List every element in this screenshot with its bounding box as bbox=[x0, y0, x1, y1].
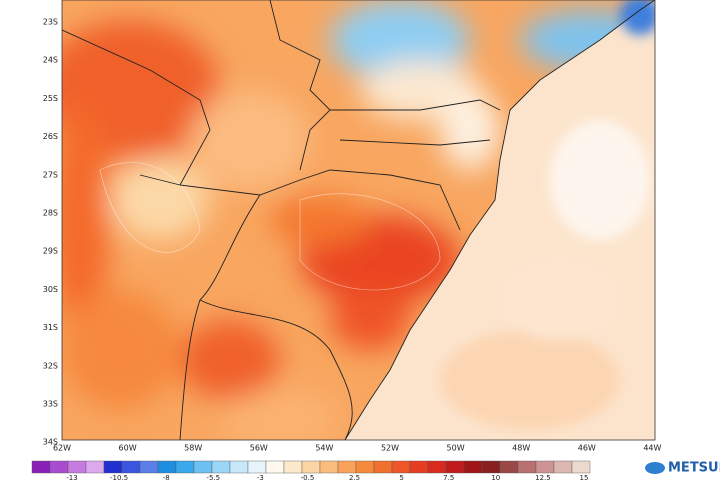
colorbar-swatch bbox=[553, 460, 573, 474]
colorbar-swatch bbox=[31, 460, 51, 474]
lon-label: 44W bbox=[643, 444, 661, 453]
lat-label: 23S bbox=[43, 18, 58, 27]
lat-label: 26S bbox=[43, 132, 58, 141]
lat-label: 27S bbox=[43, 170, 58, 179]
lon-label: 46W bbox=[578, 444, 596, 453]
colorbar-label: -10.5 bbox=[110, 474, 128, 480]
colorbar-swatch bbox=[481, 460, 501, 474]
colorbar-label: 5 bbox=[399, 474, 403, 480]
map-field bbox=[62, 0, 655, 440]
lat-label: 30S bbox=[43, 285, 58, 294]
colorbar-swatch bbox=[301, 460, 321, 474]
lat-label: 32S bbox=[43, 361, 58, 370]
colorbar-swatch bbox=[193, 460, 213, 474]
colorbar-swatch bbox=[571, 460, 591, 474]
lon-label: 52W bbox=[381, 444, 399, 453]
colorbar-label: 2.5 bbox=[349, 474, 360, 480]
coastline bbox=[344, 0, 655, 440]
colorbar-swatch bbox=[337, 460, 357, 474]
colorbar-swatch bbox=[175, 460, 195, 474]
lon-label: 54W bbox=[315, 444, 333, 453]
colorbar-swatch bbox=[247, 460, 267, 474]
colorbar-swatch bbox=[103, 460, 123, 474]
colorbar-swatch bbox=[121, 460, 141, 474]
colorbar-swatch bbox=[427, 460, 447, 474]
colorbar-label: 12.5 bbox=[535, 474, 551, 480]
lat-label: 28S bbox=[43, 209, 58, 218]
logo: METSUL bbox=[668, 461, 720, 476]
colorbar-swatch bbox=[229, 460, 249, 474]
lat-label: 34S bbox=[43, 438, 58, 447]
lon-label: 62W bbox=[53, 444, 71, 453]
lon-label: 48W bbox=[512, 444, 530, 453]
colorbar-swatch bbox=[283, 460, 303, 474]
lat-label: 29S bbox=[43, 247, 58, 256]
colorbar-swatch bbox=[85, 460, 105, 474]
map-frame bbox=[61, 0, 656, 441]
logo-globe bbox=[645, 462, 665, 474]
colorbar-swatch bbox=[499, 460, 519, 474]
colorbar-label: -13 bbox=[66, 474, 77, 480]
colorbar-swatch bbox=[49, 460, 69, 474]
colorbar-label: 15 bbox=[580, 474, 589, 480]
lon-label: 56W bbox=[250, 444, 268, 453]
lon-label: 58W bbox=[184, 444, 202, 453]
colorbar-swatch bbox=[373, 460, 393, 474]
colorbar-label: -0.5 bbox=[301, 474, 315, 480]
colorbar-swatch bbox=[139, 460, 159, 474]
colorbar-swatch bbox=[355, 460, 375, 474]
colorbar-swatch bbox=[409, 460, 429, 474]
lat-label: 31S bbox=[43, 323, 58, 332]
lat-label: 33S bbox=[43, 400, 58, 409]
lon-label: 60W bbox=[119, 444, 137, 453]
colorbar-swatch bbox=[319, 460, 339, 474]
lon-label: 50W bbox=[447, 444, 465, 453]
colorbar-label: -3 bbox=[257, 474, 264, 480]
colorbar-label: -8 bbox=[163, 474, 170, 480]
colorbar-swatch bbox=[265, 460, 285, 474]
lat-label: 24S bbox=[43, 56, 58, 65]
colorbar-swatch bbox=[463, 460, 483, 474]
colorbar-label: 10 bbox=[491, 474, 500, 480]
colorbar-label: 7.5 bbox=[443, 474, 454, 480]
colorbar-swatch bbox=[157, 460, 177, 474]
colorbar-swatch bbox=[535, 460, 555, 474]
colorbar-swatch bbox=[211, 460, 231, 474]
colorbar-swatch bbox=[67, 460, 87, 474]
colorbar-swatch bbox=[391, 460, 411, 474]
colorbar-label: -5.5 bbox=[206, 474, 220, 480]
colorbar-swatch bbox=[445, 460, 465, 474]
lat-label: 25S bbox=[43, 94, 58, 103]
colorbar-swatch bbox=[517, 460, 537, 474]
